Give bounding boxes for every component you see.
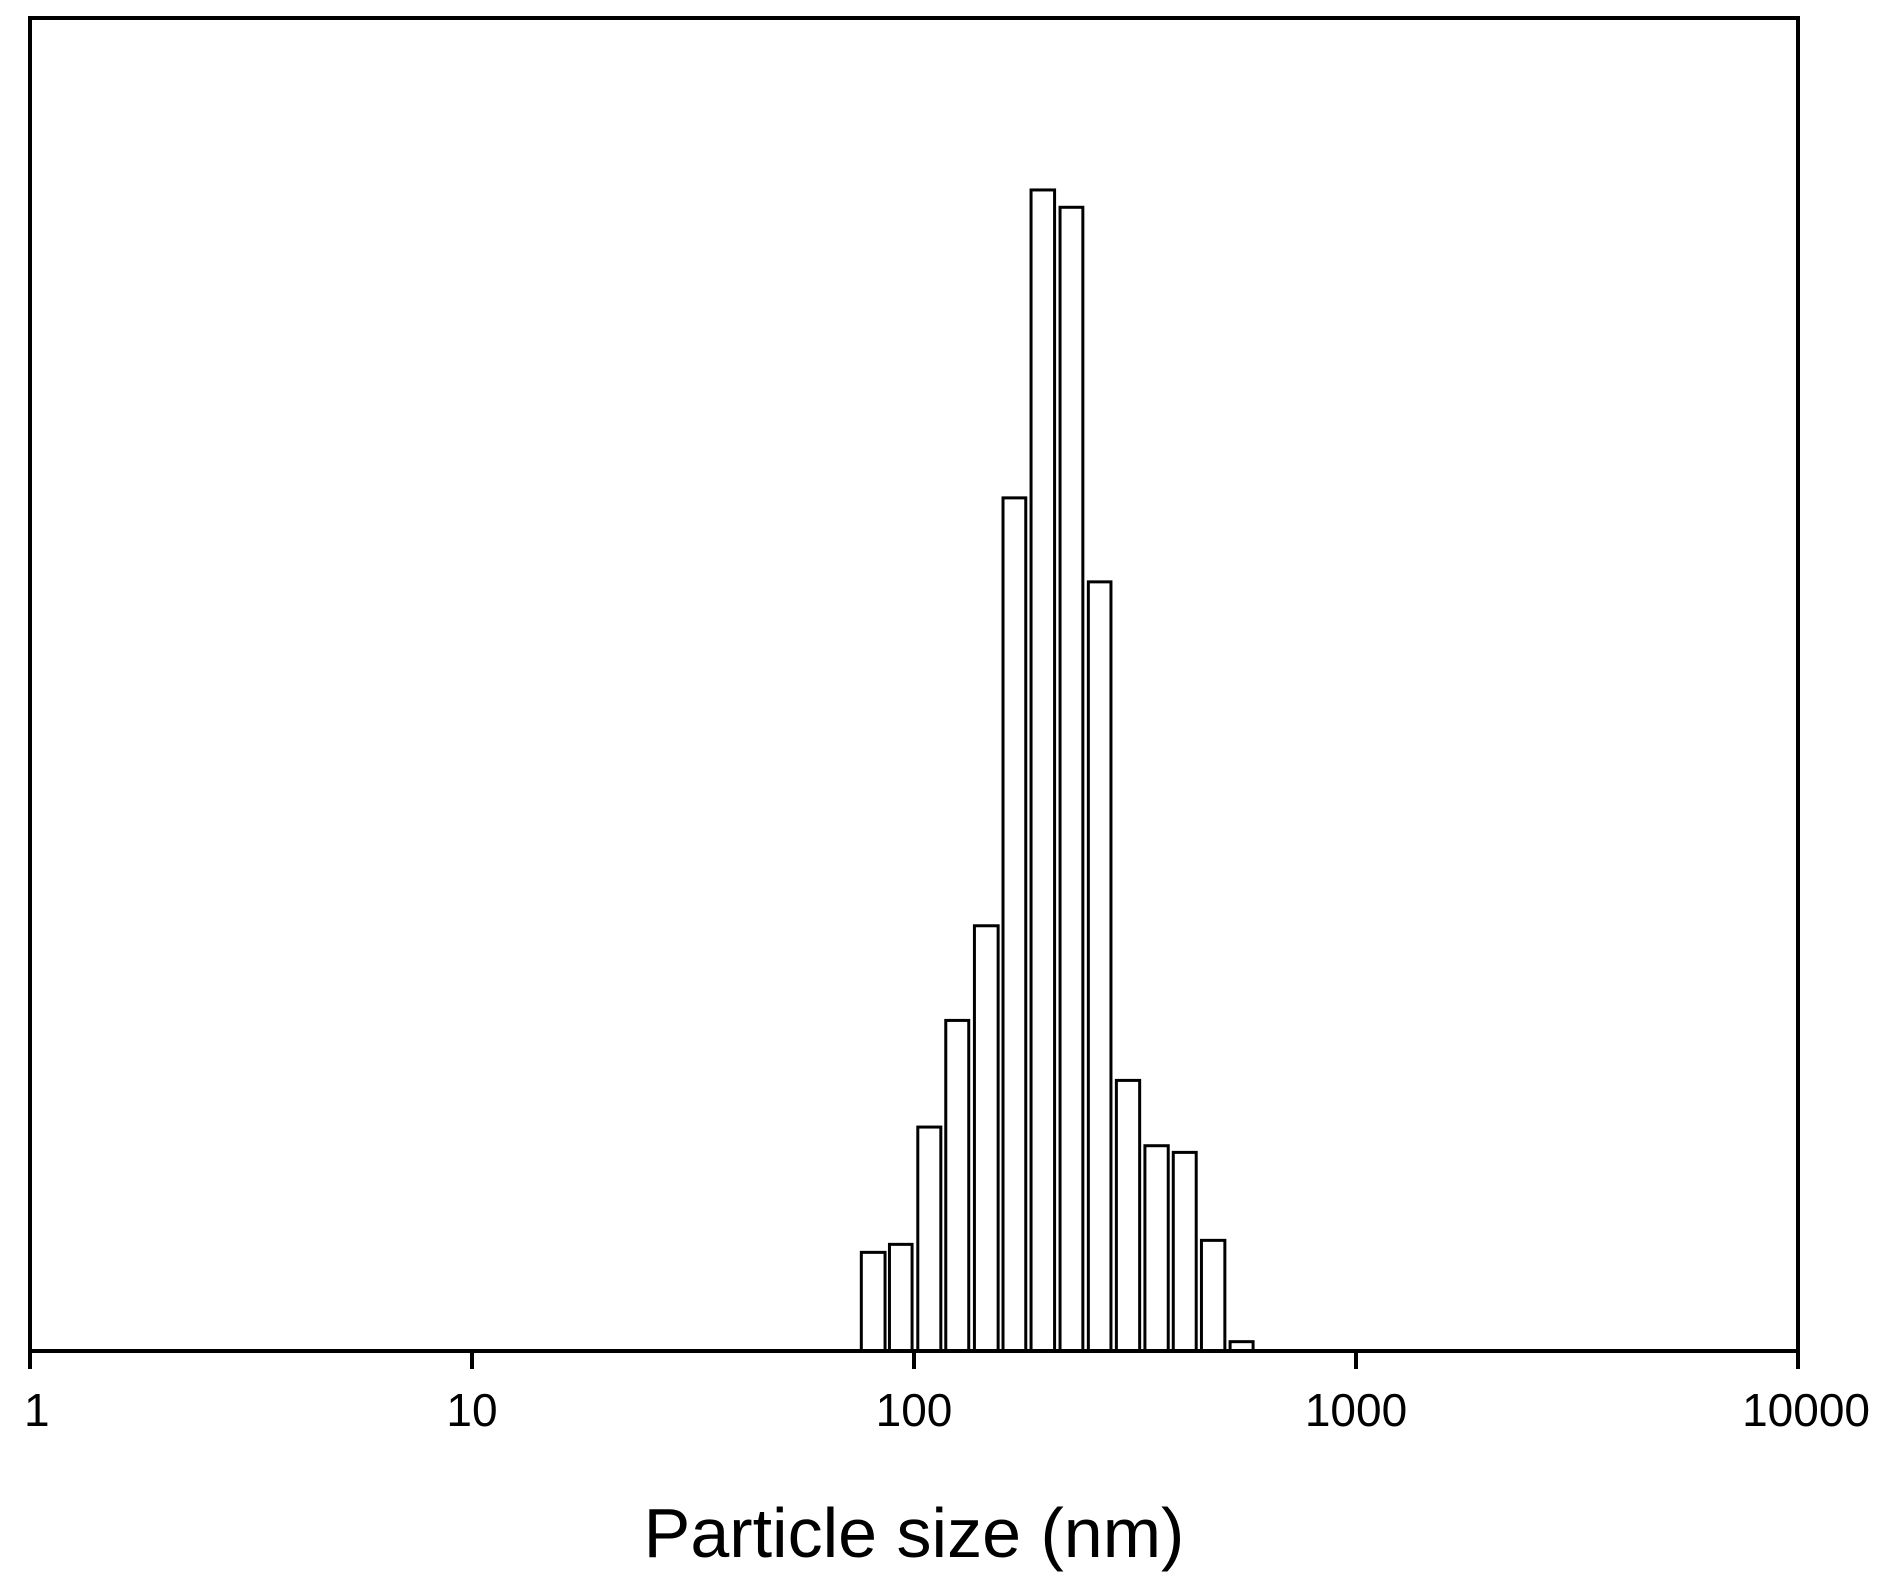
histogram-bar-7 [1029, 188, 1057, 1353]
x-tick-label-3: 100 [876, 1384, 953, 1436]
histogram-bar-13 [1199, 1238, 1227, 1353]
x-axis-tick-labels: 1 10 100 1000 10000 [24, 1384, 1870, 1436]
x-axis-title: Particle size (nm) [644, 1494, 1185, 1572]
x-axis-ticks [28, 1351, 1800, 1369]
x-tick-label-1: 1 [24, 1384, 50, 1436]
x-tick-label-4: 1000 [1305, 1384, 1407, 1436]
histogram-bar-4 [944, 1018, 971, 1353]
x-tick-label-5: 10000 [1742, 1384, 1870, 1436]
histogram-bar-12 [1171, 1150, 1198, 1353]
x-tick-label-2: 10 [446, 1384, 497, 1436]
histogram-bar-3 [916, 1125, 943, 1353]
histogram-bar-1 [859, 1250, 887, 1353]
histogram-bar-5 [972, 924, 1000, 1353]
histogram-bar-9 [1086, 580, 1113, 1353]
histogram-bar-6 [1001, 496, 1028, 1353]
histogram-bar-10 [1114, 1078, 1142, 1353]
histogram-bar-8 [1058, 205, 1085, 1353]
histogram-bar-11 [1143, 1144, 1170, 1353]
histogram-bars [859, 188, 1255, 1353]
histogram-bar-2 [887, 1242, 914, 1353]
plot-frame [28, 16, 1800, 1353]
